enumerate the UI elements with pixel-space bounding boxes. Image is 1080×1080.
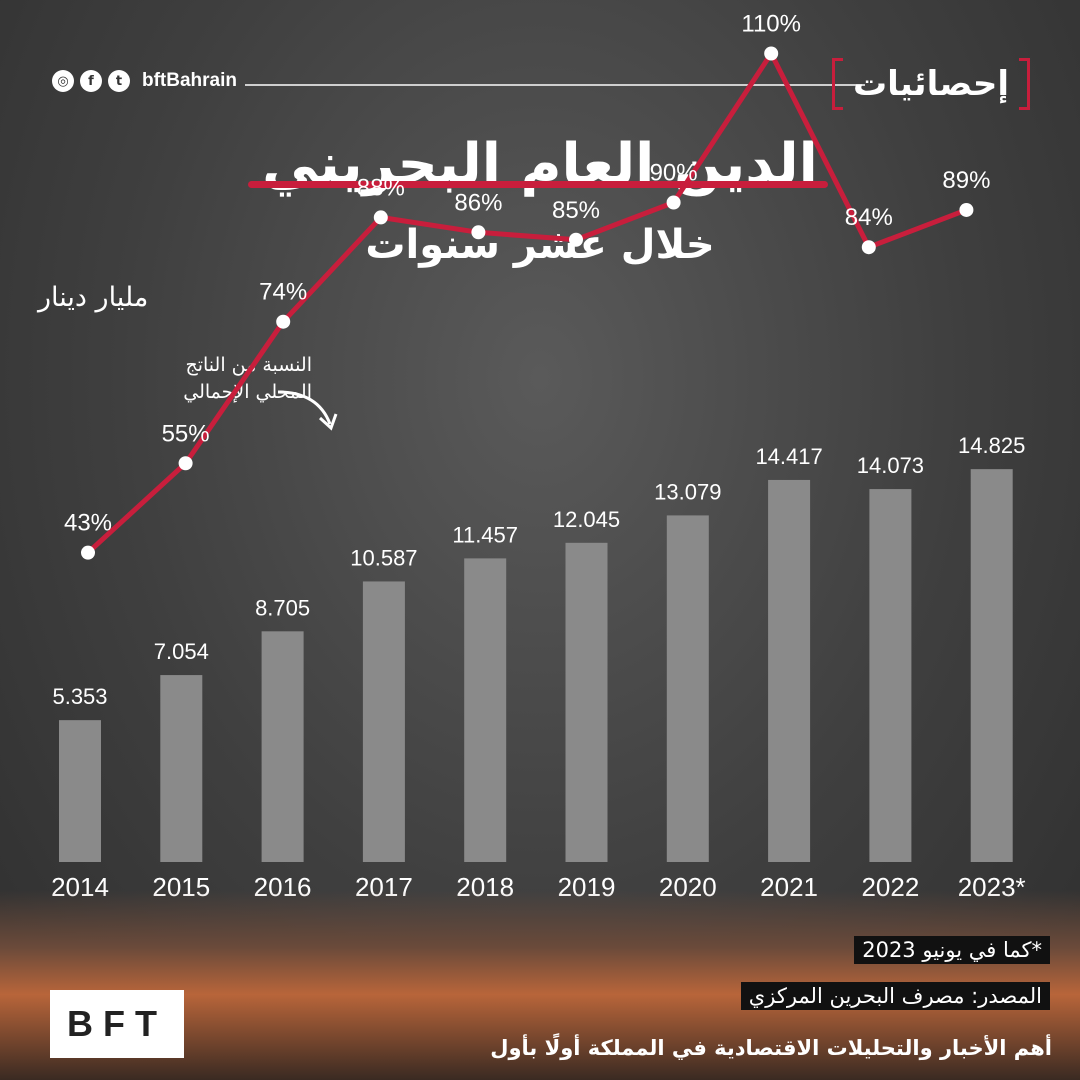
- gdp-ratio-line: [86, 51, 968, 555]
- twitter-icon[interactable]: t: [108, 70, 130, 92]
- gdp-ratio-label: 74%: [259, 279, 307, 306]
- social-links: ◎ f t bftBahrain: [52, 70, 237, 92]
- chart-subtitle: خلال عشر سنوات: [365, 222, 715, 268]
- gdp-ratio-label: 90%: [650, 160, 698, 187]
- header-divider: [245, 84, 865, 86]
- bar-value-label: 5.353: [52, 684, 107, 709]
- bar-2017: [362, 581, 405, 862]
- gdp-ratio-label: 84%: [845, 204, 893, 231]
- gdp-ratio-point: [666, 195, 681, 210]
- brand-logo: BFT: [50, 990, 184, 1058]
- unit-label: مليار دينار: [38, 282, 149, 313]
- logo-bracket-left: [831, 58, 843, 110]
- gdp-ratio-point: [764, 46, 779, 61]
- gdp-ratio-label: 43%: [64, 510, 112, 537]
- bar-value-label: 14.825: [958, 433, 1025, 458]
- bar-value-label: 10.587: [350, 545, 417, 570]
- footnote-source: المصدر: مصرف البحرين المركزي: [740, 982, 1050, 1010]
- bar-2015: [160, 675, 203, 862]
- annotation-arrow: [277, 390, 332, 425]
- gdp-ratio-label: 89%: [942, 167, 990, 194]
- gdp-ratio-label: 88%: [357, 174, 405, 201]
- logo-bracket-right: [1019, 58, 1030, 110]
- bar-2020: [666, 515, 709, 862]
- gdp-ratio-point: [861, 240, 876, 255]
- annotation-line-1: النسبة من الناتج: [185, 354, 312, 376]
- gdp-ratio-point: [81, 545, 95, 560]
- bar-2021: [768, 479, 811, 862]
- bar-value-label: 8.705: [255, 595, 310, 620]
- bar-value-label: 7.054: [154, 639, 209, 664]
- gdp-ratio-label: 55%: [162, 420, 210, 447]
- gdp-ratio-point: [276, 314, 291, 329]
- title-underline: [248, 181, 828, 188]
- line-annotation: النسبة من الناتج المحلي الإجمالي: [112, 352, 312, 406]
- bar-2016: [261, 631, 304, 862]
- tagline: أهم الأخبار والتحليلات الاقتصادية في الم…: [490, 1036, 1052, 1060]
- bar-2023*: [970, 469, 1013, 862]
- gdp-ratio-point: [471, 225, 486, 240]
- bar-value-label: 12.045: [553, 507, 620, 532]
- annotation-line-2: المحلي الإجمالي: [183, 381, 312, 403]
- logo: إحصائيات: [831, 58, 1030, 110]
- bar-value-label: 13.079: [654, 479, 721, 504]
- bar-value-label: 14.417: [755, 444, 822, 469]
- logo-text: إحصائيات: [852, 64, 1009, 104]
- footnote-asof: *كما في يونيو 2023: [854, 936, 1050, 964]
- gdp-ratio-point: [959, 202, 974, 217]
- annotation-arrowhead: [318, 413, 338, 431]
- bar-value-label: 14.073: [857, 453, 924, 478]
- gdp-ratio-point: [569, 232, 583, 247]
- facebook-icon[interactable]: f: [80, 70, 102, 92]
- social-handle[interactable]: bftBahrain: [142, 70, 237, 91]
- instagram-icon[interactable]: ◎: [52, 70, 74, 92]
- gdp-ratio-label: 110%: [741, 11, 801, 38]
- bar-2014: [59, 720, 101, 862]
- bar-value-label: 11.457: [452, 522, 518, 547]
- gdp-ratio-label: 85%: [552, 197, 600, 224]
- gdp-ratio-point: [373, 210, 388, 225]
- bar-2018: [464, 558, 507, 862]
- gdp-ratio-point: [178, 456, 193, 471]
- bar-2022: [869, 489, 912, 862]
- gdp-ratio-label: 86%: [454, 189, 502, 216]
- bar-2019: [565, 542, 608, 862]
